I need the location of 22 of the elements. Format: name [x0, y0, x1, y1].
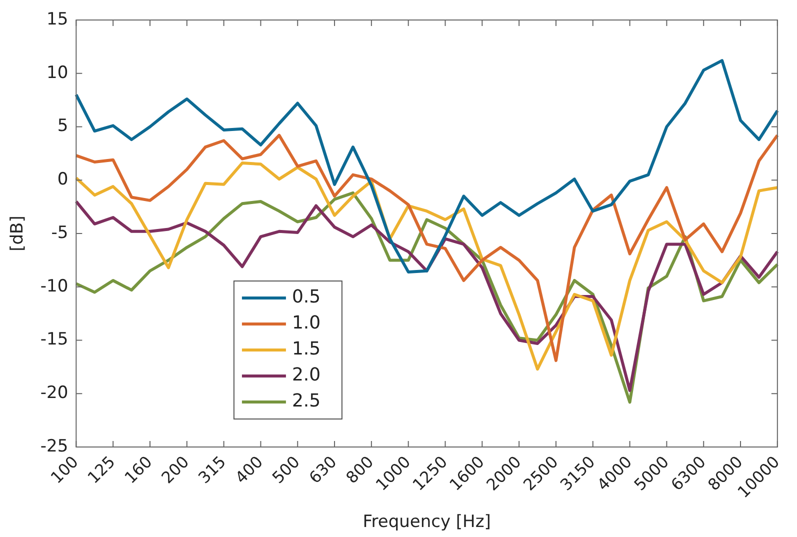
- x-tick-label: 160: [120, 452, 156, 488]
- y-tick-label: 10: [46, 62, 68, 83]
- x-tick-label: 400: [231, 452, 266, 488]
- y-tick-label: -15: [40, 330, 68, 350]
- y-axis-title: [dB]: [8, 216, 28, 252]
- x-tick-label: 500: [268, 452, 304, 488]
- x-tick-label: 125: [84, 452, 119, 488]
- y-tick-label: 15: [46, 9, 68, 30]
- y-tick-label: 0: [57, 170, 68, 190]
- x-axis-title: Frequency [Hz]: [362, 512, 491, 532]
- legend-label: 2.0: [292, 364, 321, 386]
- y-tick-label: 5: [57, 116, 68, 136]
- x-tick-label: 800: [342, 452, 378, 488]
- legend-label: 2.5: [292, 390, 321, 412]
- x-tick-label: 630: [305, 452, 340, 488]
- y-tick-label: -5: [51, 222, 68, 243]
- legend-label: 0.5: [292, 286, 321, 308]
- legend-label: 1.5: [292, 338, 321, 360]
- x-tick-label: 200: [158, 452, 193, 488]
- y-tick-label: -20: [40, 383, 68, 404]
- legend-label: 1.0: [292, 312, 321, 334]
- y-tick-label: -10: [40, 276, 68, 296]
